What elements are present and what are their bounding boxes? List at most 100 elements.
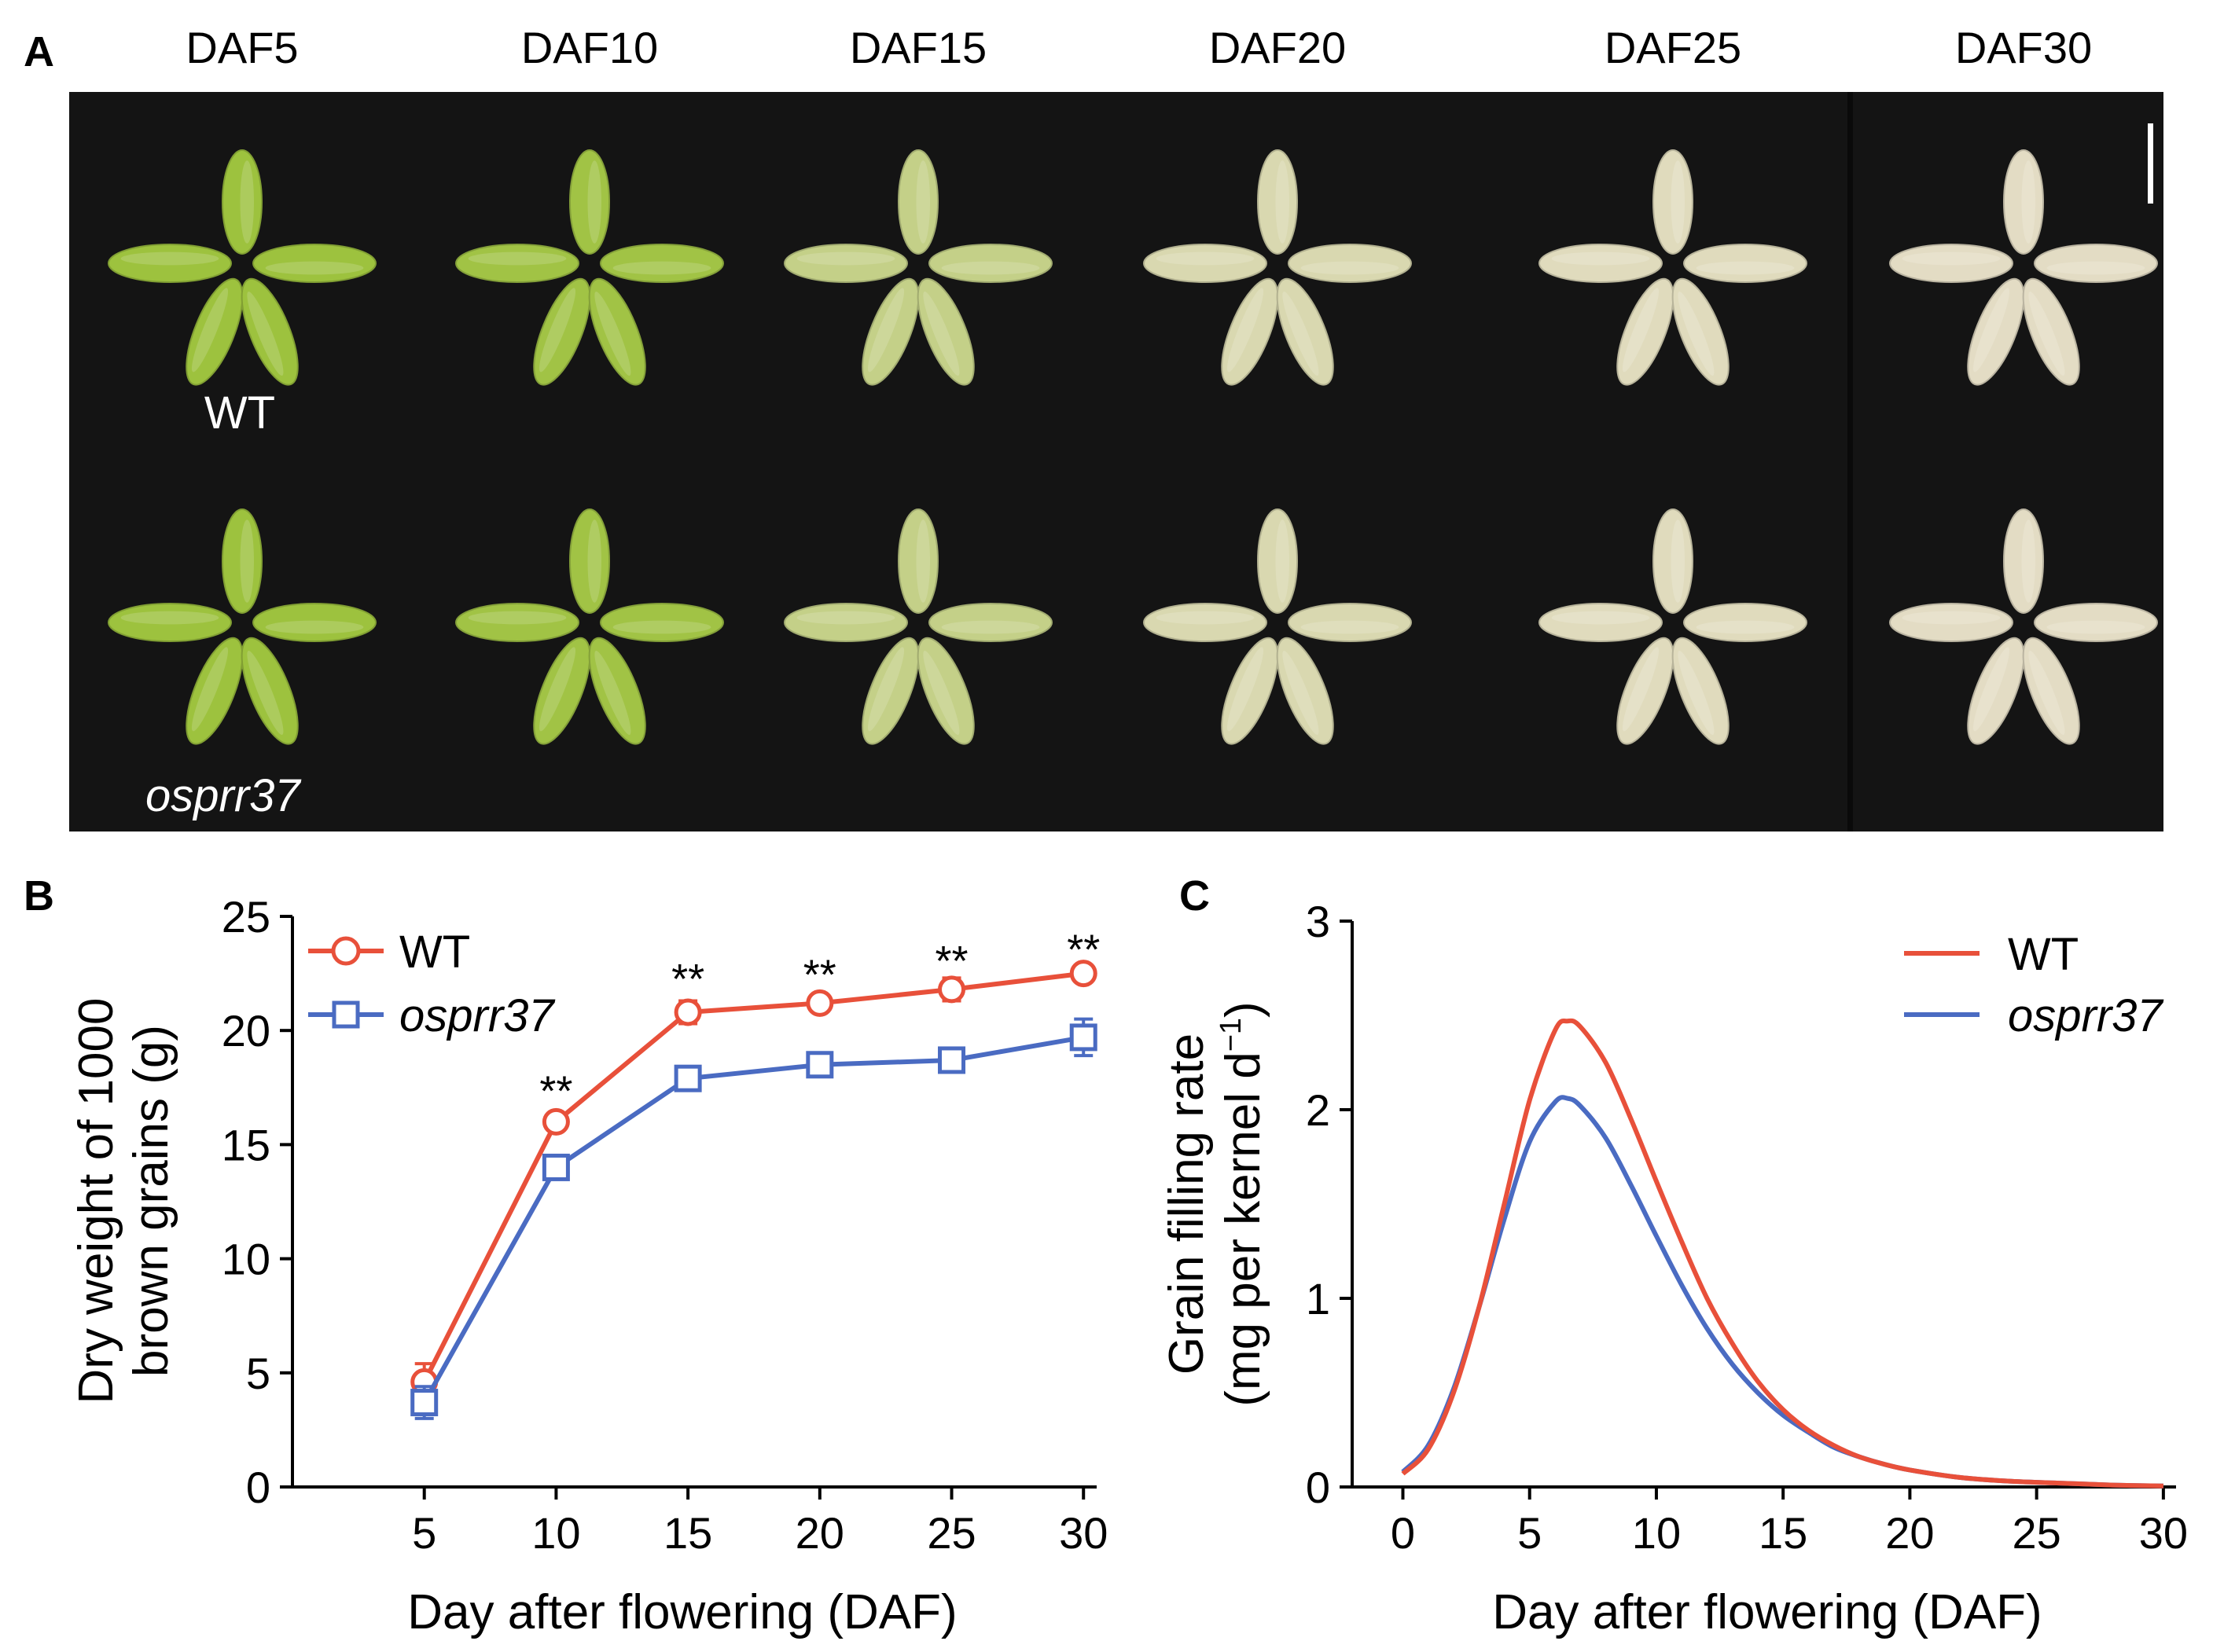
rice-grain-body	[186, 637, 244, 745]
rice-grain-sheen	[1282, 651, 1319, 736]
rice-grain	[569, 149, 610, 255]
rice-grain	[1257, 149, 1298, 255]
rice-grain-body	[1889, 244, 2013, 283]
rice-grain	[1276, 637, 1334, 745]
panel-c-legend-label-wt: WT	[2008, 929, 2079, 980]
rice-grain-body	[252, 244, 377, 283]
rice-grain-sheen	[240, 519, 254, 603]
rice-grain-sheen	[1156, 611, 1255, 625]
rice-grain	[533, 637, 591, 745]
rice-grain-sheen	[2028, 651, 2065, 736]
rice-grain	[222, 149, 263, 255]
rice-grain-body	[569, 149, 610, 255]
rice-grain-body	[928, 603, 1053, 642]
rice-grain	[1671, 277, 1730, 386]
rice-grain-body	[1538, 603, 1663, 642]
rice-grain	[1538, 244, 1663, 283]
rice-grain-body	[862, 277, 920, 386]
rice-grain-body	[569, 508, 610, 614]
rice-grain-body	[108, 244, 232, 283]
rice-grain-body	[2034, 603, 2158, 642]
rice-grain	[588, 637, 646, 745]
rice-grain-sheen	[265, 261, 364, 275]
panel-b-data-point-osprr37	[542, 1153, 570, 1181]
rice-grain	[1889, 244, 2013, 283]
rice-grain-body	[588, 277, 646, 386]
column-header-daf5: DAF5	[186, 23, 298, 72]
rice-grain-sheen	[1622, 288, 1660, 373]
panel-c-y-axis-label-suffix: )	[1216, 1001, 1270, 1018]
panel-b-legend-marker-wt	[331, 936, 361, 966]
rice-grain-body	[241, 637, 299, 745]
rice-grain-body	[1683, 244, 1807, 283]
panel-b-x-axis-label: Day after flowering (DAF)	[407, 1585, 957, 1639]
panel-b-series-line-osprr37	[422, 1034, 1084, 1404]
rice-grain-body	[928, 244, 1053, 283]
rice-grain-body	[1683, 603, 1807, 642]
rice-grain-sheen	[1300, 261, 1399, 275]
rice-grain-sheen	[539, 288, 576, 373]
panel-c-x-tick-label: 20	[1885, 1508, 1934, 1558]
rice-grain-sheen	[941, 261, 1040, 275]
rice-grain-sheen	[2046, 261, 2145, 275]
rice-grain-body	[533, 637, 591, 745]
rice-grain-body	[1221, 637, 1279, 745]
rice-grain	[898, 149, 939, 255]
rice-grain	[1616, 277, 1674, 386]
grain-layer	[108, 149, 2158, 745]
rice-grain-sheen	[594, 292, 631, 376]
rice-grain-body	[241, 277, 299, 386]
rice-grain-sheen	[120, 611, 219, 625]
rice-grain-body	[2034, 244, 2158, 283]
rice-grain	[2034, 603, 2158, 642]
rice-grain-body	[1276, 277, 1334, 386]
rice-grain-body	[917, 277, 975, 386]
rice-grain-body	[588, 637, 646, 745]
column-header-daf30: DAF30	[1955, 23, 2092, 72]
panel-b-annotations: ** ** ** ** **	[539, 926, 1100, 1114]
panel-c-label: C	[1179, 872, 1210, 920]
rice-grain-sheen	[2021, 160, 2035, 244]
rice-grain	[1288, 603, 1412, 642]
rice-grain-body	[917, 637, 975, 745]
panel-b-data-point-WT	[938, 975, 966, 1004]
rice-grain-sheen	[1226, 647, 1264, 732]
rice-grain-body	[1143, 603, 1267, 642]
rice-grain-sheen	[867, 647, 905, 732]
rice-grain	[1671, 637, 1730, 745]
panel-c-series-line-WT	[1401, 1018, 2163, 1489]
rice-grain	[241, 277, 299, 386]
rice-grain	[186, 637, 244, 745]
rice-grain	[252, 244, 377, 283]
panel-b-x-tick-label: 10	[531, 1508, 580, 1558]
panel-b-data-point-osprr37	[938, 1046, 966, 1074]
rice-grain	[533, 277, 591, 386]
rice-grain-sheen	[1696, 620, 1795, 634]
rice-grain	[252, 603, 377, 642]
panel-b-y-tick-label: 15	[222, 1120, 270, 1169]
rice-grain	[2022, 277, 2080, 386]
panel-b-data-point-osprr37	[674, 1064, 702, 1092]
scale-bar	[2148, 123, 2153, 204]
rice-grain	[2022, 637, 2080, 745]
panel-b-x-tick-label: 30	[1059, 1508, 1108, 1558]
rice-grain-body	[898, 149, 939, 255]
rice-grain-body	[1538, 244, 1663, 283]
rice-grain-sheen	[1972, 647, 2010, 732]
rice-grain-body	[1967, 637, 2025, 745]
panel-b-significance-marker: **	[539, 1068, 572, 1115]
panel-b-data-point-osprr37	[1069, 1023, 1097, 1052]
rice-grain	[1221, 277, 1279, 386]
column-header-daf15: DAF15	[850, 23, 987, 72]
rice-grain	[1967, 277, 2025, 386]
rice-grain	[1221, 637, 1279, 745]
panel-b-data-point-WT	[542, 1107, 570, 1136]
rice-grain-body	[222, 149, 263, 255]
rice-grain-sheen	[2021, 519, 2035, 603]
column-header-daf20: DAF20	[1209, 23, 1346, 72]
rice-grain	[2003, 508, 2044, 614]
rice-grain-sheen	[587, 519, 601, 603]
rice-grain-sheen	[247, 292, 284, 376]
panel-c-y-axis-label-line-1: Grain filling rate	[1160, 1033, 1214, 1375]
panel-c-legend-label-osprr37: osprr37	[2008, 990, 2164, 1041]
